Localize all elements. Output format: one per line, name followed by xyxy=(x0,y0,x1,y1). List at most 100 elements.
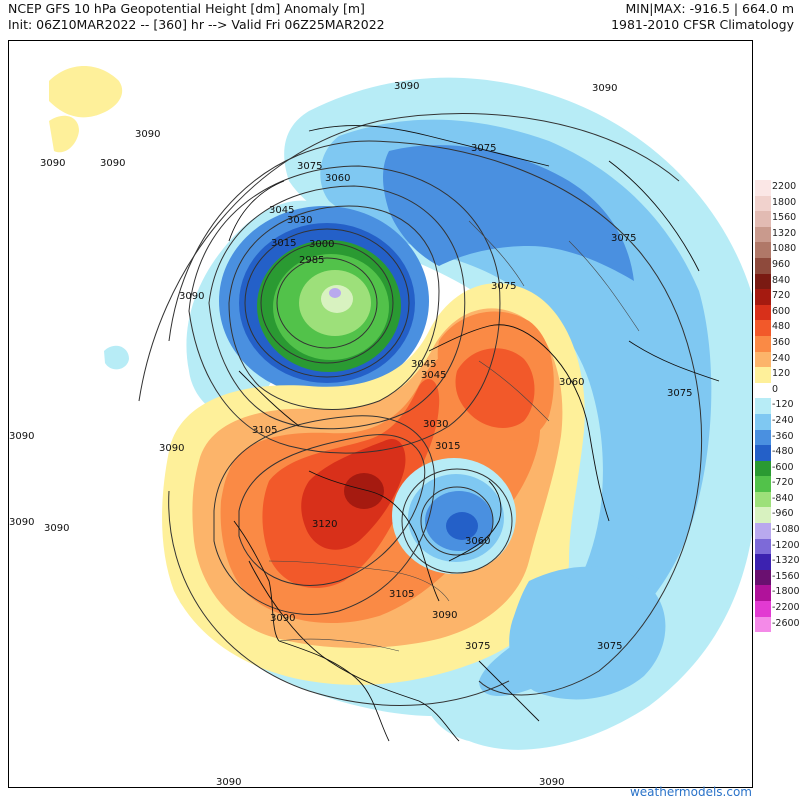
colorbar-entry: 720 xyxy=(755,289,800,305)
colorbar-swatch xyxy=(755,367,771,383)
colorbar-swatch xyxy=(755,382,771,399)
coastlines xyxy=(228,125,720,742)
map-info: MIN|MAX: -916.5 | 664.0 m 1981-2010 CFSR… xyxy=(611,1,794,33)
contour-3030 xyxy=(228,205,440,410)
contour-label: 3075 xyxy=(465,641,490,652)
contour-label: 3090 xyxy=(135,129,160,140)
colorbar-label: -1200 xyxy=(772,539,800,551)
colorbar-swatch xyxy=(755,304,771,321)
contour-label: 3045 xyxy=(269,205,294,216)
colorbar-entry: -2600 xyxy=(755,616,800,633)
colorbar-swatch xyxy=(755,616,771,633)
anomaly-region-neg360 xyxy=(383,145,634,281)
colorbar-label: 120 xyxy=(772,368,791,380)
colorbar-swatch xyxy=(755,445,771,461)
colorbar-label: -1560 xyxy=(772,570,800,582)
anomaly-region-pos480-eurasia xyxy=(455,348,535,428)
colorbar-swatch xyxy=(755,538,771,555)
contour-label: 3045 xyxy=(411,359,436,370)
colorbar-entry: 1320 xyxy=(755,226,800,243)
contour-label: 3090 xyxy=(44,523,69,534)
colorbar-label: 0 xyxy=(772,383,779,395)
contour-2985 xyxy=(276,257,378,349)
contour-label: 3030 xyxy=(423,419,448,430)
colorbar-swatch xyxy=(755,491,771,508)
colorbar-label: -480 xyxy=(772,446,794,458)
contour-label: 3090 xyxy=(9,431,34,442)
colorbar-swatch xyxy=(755,180,771,196)
contour-label: 3090 xyxy=(539,777,564,787)
colorbar-swatch xyxy=(755,476,771,492)
contour-label: 3030 xyxy=(287,215,312,226)
contour-label: 3060 xyxy=(465,536,490,547)
colorbar-swatch xyxy=(755,601,771,617)
contour-3090-north xyxy=(138,113,680,402)
contour-label: 3060 xyxy=(559,377,584,388)
climatology-note: 1981-2010 CFSR Climatology xyxy=(611,17,794,32)
colorbar-label: -960 xyxy=(772,508,794,520)
colorbar-entry: -1800 xyxy=(755,585,800,602)
anomaly-region-neg240-atlantic xyxy=(509,566,666,700)
contour-label: 3090 xyxy=(592,83,617,94)
colorbar-entry: -2200 xyxy=(755,601,800,617)
colorbar-entry: -1320 xyxy=(755,554,800,570)
contour-3105 xyxy=(213,415,436,615)
colorbar-entry: -1200 xyxy=(755,538,800,555)
contour-3060 xyxy=(188,165,501,454)
colorbar-label: -600 xyxy=(772,461,794,473)
colorbar-swatch xyxy=(755,335,771,352)
contour-label: 3120 xyxy=(312,519,337,530)
colorbar-entry: -360 xyxy=(755,429,800,446)
colorbar-swatch xyxy=(755,460,771,477)
colorbar-entry: -1080 xyxy=(755,523,800,539)
colorbar-label: -360 xyxy=(772,430,794,442)
map-title: NCEP GFS 10 hPa Geopotential Height [dm]… xyxy=(8,1,385,33)
colorbar-swatch xyxy=(755,507,771,524)
contour-label: 3000 xyxy=(309,239,334,250)
colorbar-swatch xyxy=(755,242,771,258)
colorbar-label: 2200 xyxy=(772,181,797,192)
contour-greenland-3015 xyxy=(420,486,494,556)
colorbar-swatch xyxy=(755,320,771,336)
colorbar-entry: 240 xyxy=(755,351,800,368)
colorbar-entry: 840 xyxy=(755,273,800,290)
colorbar-swatch xyxy=(755,429,771,446)
colorbar-swatch xyxy=(755,257,771,274)
colorbar-entry: 1800 xyxy=(755,195,800,212)
colorbar-entry: 960 xyxy=(755,257,800,274)
colorbar-label: 480 xyxy=(772,321,791,333)
colorbar-label: 1080 xyxy=(772,243,797,255)
colorbar-label: 1800 xyxy=(772,196,797,208)
contour-label: 3075 xyxy=(471,143,496,154)
minmax-readout: MIN|MAX: -916.5 | 664.0 m xyxy=(625,1,794,16)
contour-label: 3015 xyxy=(271,238,296,249)
colorbar-entry: 120 xyxy=(755,367,800,383)
contour-label: 3075 xyxy=(297,161,322,172)
colorbar-label: 960 xyxy=(772,258,791,270)
contour-label: 3090 xyxy=(159,443,184,454)
contour-label: 3090 xyxy=(270,613,295,624)
contour-label: 3075 xyxy=(667,388,692,399)
colorbar-entry: 1560 xyxy=(755,211,800,227)
contour-label: 3090 xyxy=(432,610,457,621)
colorbar-entry: -1560 xyxy=(755,569,800,586)
credit-watermark[interactable]: weathermodels.com xyxy=(629,785,752,799)
colorbar-label: 1320 xyxy=(772,227,797,239)
contour-label: 3105 xyxy=(389,589,414,600)
colorbar-entry: -840 xyxy=(755,491,800,508)
title-line-2: Init: 06Z10MAR2022 -- [360] hr --> Valid… xyxy=(8,17,385,32)
colorbar-entry: -720 xyxy=(755,476,800,492)
contour-label: 3015 xyxy=(435,441,460,452)
colorbar-swatch xyxy=(755,523,771,539)
colorbar-swatch xyxy=(755,569,771,586)
contour-label: 3105 xyxy=(252,425,277,436)
contour-label: 3090 xyxy=(40,158,65,169)
contour-3045 xyxy=(208,185,466,430)
political-borders xyxy=(268,220,640,652)
colorbar-label: -240 xyxy=(772,414,794,426)
colorbar-label: -120 xyxy=(772,399,794,411)
colorbar-entry: -240 xyxy=(755,413,800,430)
colorbar-label: 600 xyxy=(772,305,791,317)
colorbar-swatch xyxy=(755,413,771,430)
colorbar-swatch xyxy=(755,195,771,212)
